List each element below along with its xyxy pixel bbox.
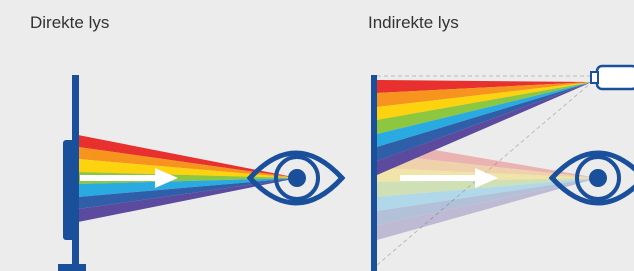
diagram: Direkte lys Indirekte lys: [0, 0, 634, 271]
projector: [591, 66, 634, 89]
page: Direkte lys Indirekte lys: [0, 0, 634, 271]
panel-title: Direkte lys: [30, 13, 109, 32]
panel-title: Indirekte lys: [368, 13, 459, 32]
background: [0, 0, 634, 271]
screen: [371, 75, 377, 271]
